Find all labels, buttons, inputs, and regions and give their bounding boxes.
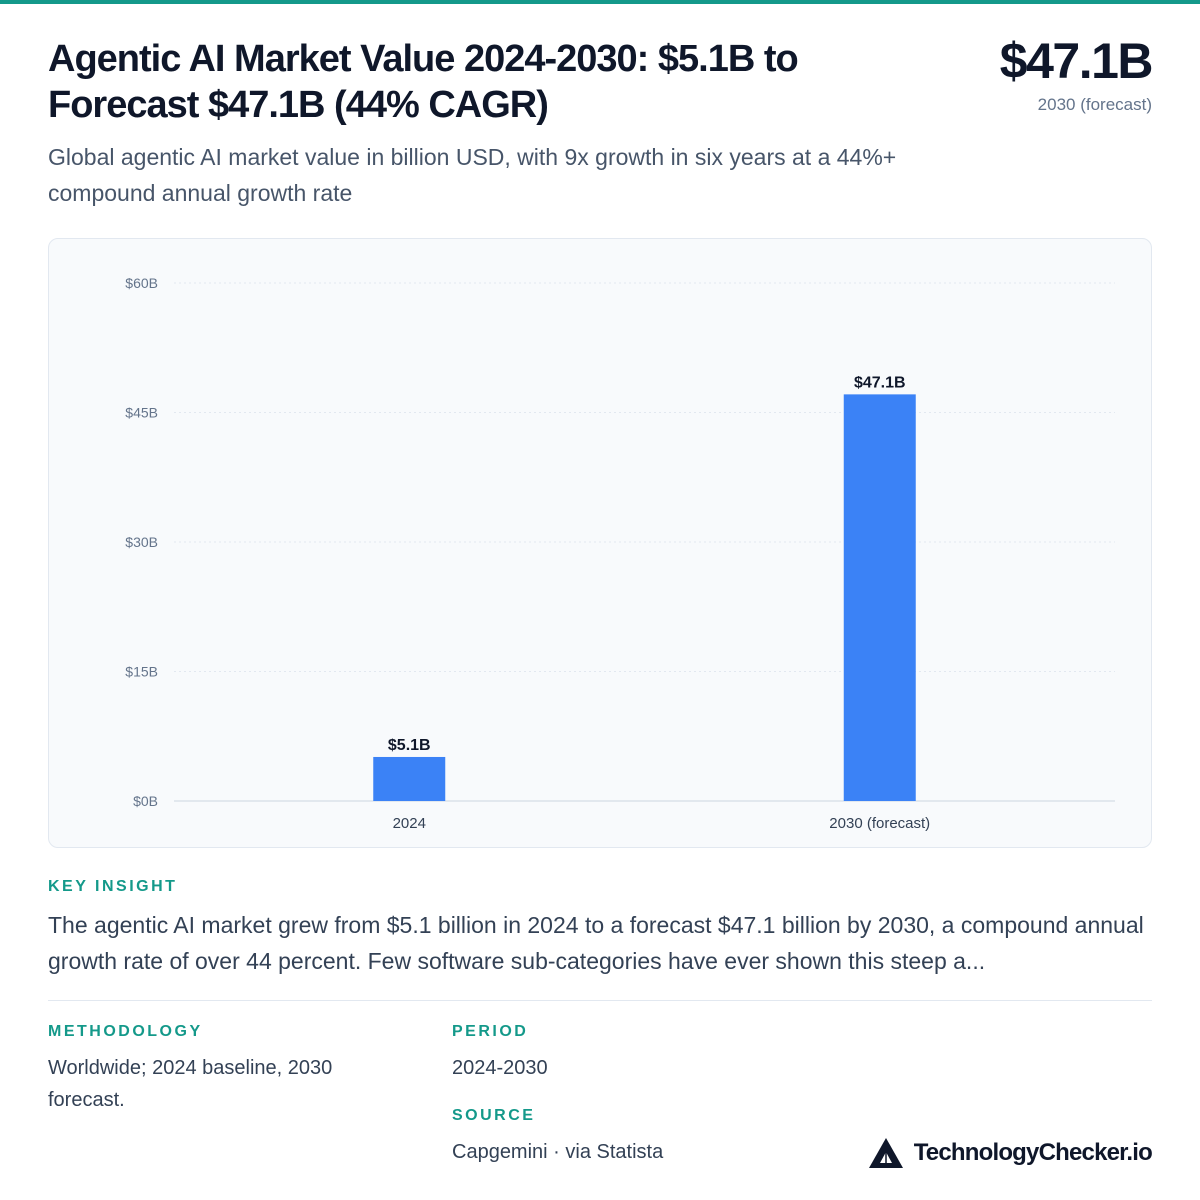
headline-value: $47.1B xyxy=(999,33,1154,89)
y-tick-label: $15B xyxy=(125,664,158,680)
y-tick-label: $45B xyxy=(125,405,158,421)
key-insight-label: KEY INSIGHT xyxy=(48,878,178,895)
source-text: Capgemini · via Statista xyxy=(452,1141,664,1163)
bar-chart: $0B $15B $30B $45B $60B $5.1B 2024 $47.1B 2030 (… xyxy=(125,275,1115,832)
y-tick-label: $30B xyxy=(125,534,158,550)
triangle-logo-icon xyxy=(868,1138,903,1168)
page-subtitle: Global agentic AI market value in billio… xyxy=(48,144,897,206)
key-insight-body: The agentic AI market grew from $5.1 bil… xyxy=(48,912,1144,974)
methodology-text: Worldwide; 2024 baseline, 2030 forecast. xyxy=(48,1057,333,1111)
y-tick-label: $0B xyxy=(133,793,158,809)
data-label: $5.1B xyxy=(388,737,431,754)
period-text: 2024-2030 xyxy=(452,1057,548,1079)
y-tick-label: $60B xyxy=(125,275,158,291)
key-insight-text: The agentic AI market grew from $5.1 bil… xyxy=(48,907,1152,979)
chart-card: $0B $15B $30B $45B $60B $5.1B 2024 $47.1B 2030 (… xyxy=(48,238,1152,848)
x-tick-label: 2030 (forecast) xyxy=(829,815,930,832)
brand[interactable]: TechnologyChecker.io xyxy=(868,1136,1153,1170)
divider xyxy=(48,1000,1152,1001)
bar xyxy=(373,756,446,801)
period-label: PERIOD xyxy=(452,1023,529,1040)
x-tick-label: 2024 xyxy=(393,815,426,832)
brand-name: TechnologyChecker.io xyxy=(913,1139,1153,1166)
methodology-label: METHODOLOGY xyxy=(48,1023,203,1040)
bar xyxy=(843,394,916,801)
data-label: $47.1B xyxy=(854,374,906,391)
source-label: SOURCE xyxy=(452,1107,536,1124)
top-accent-bar xyxy=(0,0,1200,4)
headline-caption: 2030 (forecast) xyxy=(1037,95,1152,114)
page-title: Agentic AI Market Value 2024-2030: $5.1B… xyxy=(48,38,799,126)
